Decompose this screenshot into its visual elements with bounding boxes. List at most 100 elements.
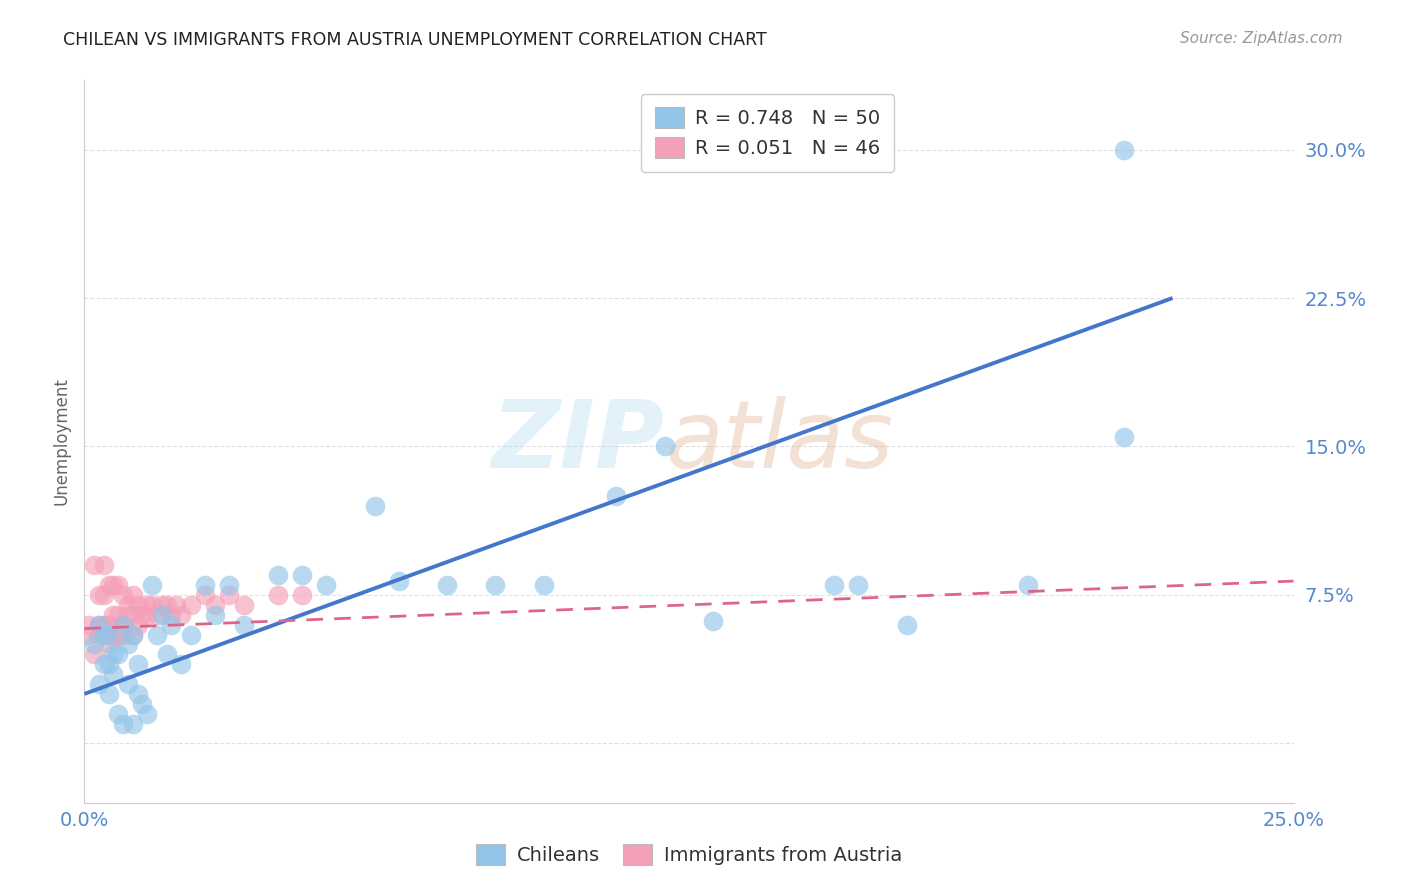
- Point: [388, 574, 411, 588]
- Point: [291, 588, 314, 602]
- Point: [87, 617, 110, 632]
- Point: [103, 667, 125, 681]
- Point: [165, 598, 187, 612]
- Point: [896, 617, 918, 632]
- Point: [93, 657, 115, 672]
- Point: [103, 607, 125, 622]
- Point: [146, 627, 169, 641]
- Point: [121, 627, 143, 641]
- Point: [117, 637, 139, 651]
- Point: [233, 598, 256, 612]
- Point: [127, 657, 149, 672]
- Point: [702, 614, 724, 628]
- Point: [180, 598, 202, 612]
- Point: [136, 598, 159, 612]
- Point: [218, 578, 240, 592]
- Point: [654, 440, 676, 454]
- Point: [117, 607, 139, 622]
- Point: [170, 657, 193, 672]
- Point: [83, 648, 105, 662]
- Point: [107, 648, 129, 662]
- Point: [267, 588, 290, 602]
- Point: [1114, 429, 1136, 443]
- Point: [97, 657, 120, 672]
- Point: [127, 617, 149, 632]
- Point: [155, 598, 177, 612]
- Point: [194, 578, 217, 592]
- Point: [146, 607, 169, 622]
- Text: Source: ZipAtlas.com: Source: ZipAtlas.com: [1180, 31, 1343, 46]
- Point: [127, 687, 149, 701]
- Point: [112, 716, 135, 731]
- Point: [107, 578, 129, 592]
- Point: [291, 568, 314, 582]
- Point: [77, 617, 100, 632]
- Text: atlas: atlas: [665, 396, 893, 487]
- Point: [112, 588, 135, 602]
- Point: [121, 627, 143, 641]
- Point: [83, 558, 105, 573]
- Text: ZIP: ZIP: [492, 395, 665, 488]
- Y-axis label: Unemployment: Unemployment: [52, 377, 70, 506]
- Point: [121, 716, 143, 731]
- Point: [204, 607, 226, 622]
- Point: [194, 588, 217, 602]
- Point: [121, 588, 143, 602]
- Point: [103, 627, 125, 641]
- Point: [141, 578, 163, 592]
- Point: [107, 706, 129, 721]
- Point: [605, 489, 627, 503]
- Point: [87, 588, 110, 602]
- Point: [93, 617, 115, 632]
- Point: [131, 697, 153, 711]
- Point: [97, 617, 120, 632]
- Point: [218, 588, 240, 602]
- Point: [533, 578, 555, 592]
- Point: [160, 607, 183, 622]
- Point: [83, 637, 105, 651]
- Point: [204, 598, 226, 612]
- Point: [77, 627, 100, 641]
- Point: [267, 568, 290, 582]
- Point: [97, 687, 120, 701]
- Point: [107, 607, 129, 622]
- Text: CHILEAN VS IMMIGRANTS FROM AUSTRIA UNEMPLOYMENT CORRELATION CHART: CHILEAN VS IMMIGRANTS FROM AUSTRIA UNEMP…: [63, 31, 768, 49]
- Point: [136, 607, 159, 622]
- Point: [103, 648, 125, 662]
- Point: [170, 607, 193, 622]
- Point: [87, 617, 110, 632]
- Point: [97, 578, 120, 592]
- Point: [127, 598, 149, 612]
- Point: [150, 598, 173, 612]
- Point: [315, 578, 337, 592]
- Point: [112, 617, 135, 632]
- Point: [87, 677, 110, 691]
- Point: [93, 627, 115, 641]
- Point: [97, 627, 120, 641]
- Point: [233, 617, 256, 632]
- Point: [117, 677, 139, 691]
- Point: [141, 598, 163, 612]
- Point: [1017, 578, 1039, 592]
- Point: [121, 607, 143, 622]
- Legend: Chileans, Immigrants from Austria: Chileans, Immigrants from Austria: [468, 836, 910, 872]
- Point: [117, 598, 139, 612]
- Point: [87, 627, 110, 641]
- Point: [484, 578, 506, 592]
- Point: [160, 617, 183, 632]
- Point: [112, 617, 135, 632]
- Point: [363, 499, 385, 513]
- Point: [107, 627, 129, 641]
- Point: [823, 578, 845, 592]
- Point: [93, 558, 115, 573]
- Point: [436, 578, 458, 592]
- Point: [180, 627, 202, 641]
- Point: [150, 607, 173, 622]
- Point: [93, 588, 115, 602]
- Point: [131, 607, 153, 622]
- Point: [846, 578, 869, 592]
- Point: [103, 578, 125, 592]
- Point: [112, 627, 135, 641]
- Point: [155, 648, 177, 662]
- Point: [97, 637, 120, 651]
